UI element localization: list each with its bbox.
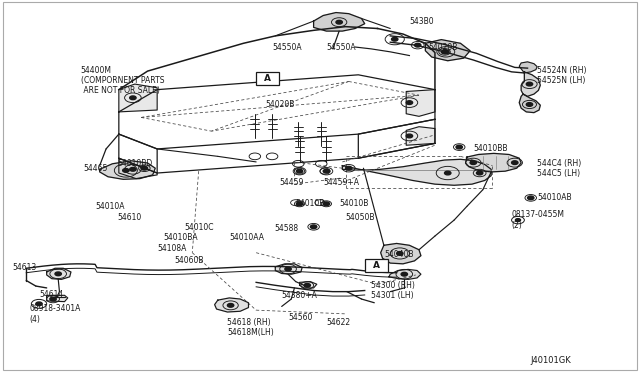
Text: J40101GK: J40101GK [531,356,572,365]
Circle shape [323,202,330,206]
Circle shape [323,169,330,173]
Text: 08137-0455M
(2): 08137-0455M (2) [511,211,564,230]
Text: 54010B: 54010B [296,199,325,208]
Text: 54618 (RH)
54618M(LH): 54618 (RH) 54618M(LH) [227,318,274,337]
Polygon shape [381,243,421,264]
Circle shape [296,169,303,173]
Circle shape [36,302,42,306]
Polygon shape [406,127,435,145]
Circle shape [406,101,413,105]
Circle shape [123,169,129,172]
Circle shape [130,96,136,100]
Circle shape [527,196,534,200]
Text: 543B0: 543B0 [410,17,434,26]
Circle shape [141,166,148,170]
Text: 54400M
(COMPORNENT PARTS
 ARE NOT FOR SALE): 54400M (COMPORNENT PARTS ARE NOT FOR SAL… [81,65,164,95]
Circle shape [443,50,449,54]
Text: 54020B: 54020B [266,100,295,109]
Circle shape [515,219,520,222]
Circle shape [406,134,413,138]
Polygon shape [466,153,521,172]
Circle shape [397,251,403,255]
Circle shape [442,50,448,54]
Text: 54524N (RH)
54525N (LH): 54524N (RH) 54525N (LH) [537,66,587,85]
Polygon shape [119,158,157,179]
Polygon shape [519,94,540,113]
Polygon shape [519,62,537,73]
Text: 54010BA: 54010BA [164,233,198,243]
Text: 54010BB: 54010BB [473,144,508,153]
Circle shape [401,272,408,276]
Polygon shape [214,298,248,312]
Text: 54010B: 54010B [339,199,369,208]
Text: A: A [264,74,271,83]
Polygon shape [314,13,365,31]
Text: 54108A: 54108A [157,244,186,253]
Circle shape [227,304,234,307]
Circle shape [476,171,483,175]
Circle shape [445,171,451,175]
Circle shape [285,267,291,271]
Text: 54614: 54614 [39,290,63,299]
Circle shape [50,297,56,301]
Polygon shape [300,282,317,288]
Text: 54550A: 54550A [272,42,301,51]
Text: 54040B: 54040B [384,250,413,259]
Circle shape [526,103,532,106]
Text: 544C4 (RH)
544C5 (LH): 544C4 (RH) 544C5 (LH) [537,158,581,178]
Text: 54465: 54465 [84,164,108,173]
Circle shape [526,82,532,86]
Text: 54459: 54459 [280,178,304,187]
Text: 54050B: 54050B [346,213,375,222]
Polygon shape [47,268,71,279]
Polygon shape [275,264,302,274]
Text: A: A [372,261,380,270]
Text: 54613: 54613 [12,263,36,272]
Polygon shape [521,72,540,96]
Text: 08918-3401A
(4): 08918-3401A (4) [29,304,81,324]
Text: 54010A: 54010A [95,202,125,211]
Circle shape [392,37,398,41]
Text: 54380+A: 54380+A [282,291,317,300]
Circle shape [511,161,518,164]
Text: 54020B: 54020B [429,42,458,51]
Circle shape [310,225,317,229]
Text: 54560: 54560 [288,313,312,322]
Circle shape [336,20,342,24]
Text: 54550A: 54550A [326,42,356,51]
Polygon shape [47,295,68,302]
Polygon shape [342,159,491,185]
Text: 54622: 54622 [326,318,351,327]
Polygon shape [406,90,435,116]
Text: 54010AB: 54010AB [537,193,572,202]
Circle shape [296,202,303,206]
Circle shape [55,272,61,276]
Circle shape [304,283,310,287]
Polygon shape [119,84,157,112]
Circle shape [346,166,352,170]
Circle shape [130,167,136,171]
Polygon shape [389,269,421,279]
Text: 54060B: 54060B [174,256,204,264]
Circle shape [470,161,476,164]
Text: 54459+A: 54459+A [323,178,359,187]
Text: 54300 (RH)
54301 (LH): 54300 (RH) 54301 (LH) [371,281,415,300]
FancyBboxPatch shape [256,72,279,85]
Text: 54588: 54588 [274,224,298,233]
Text: 54610: 54610 [118,213,142,222]
Polygon shape [100,161,156,179]
Polygon shape [426,39,470,61]
Text: 54010C: 54010C [184,223,214,232]
Text: 54010BD: 54010BD [117,158,152,167]
Circle shape [456,145,463,149]
Circle shape [415,43,421,47]
FancyBboxPatch shape [365,259,388,272]
Text: 54010AA: 54010AA [229,232,264,242]
